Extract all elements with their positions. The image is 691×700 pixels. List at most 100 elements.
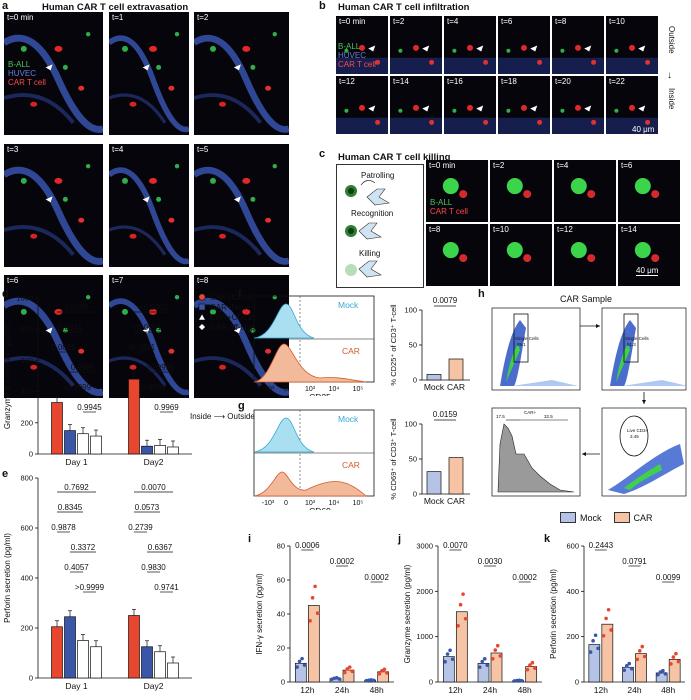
- p-value-label: 0.0002: [330, 557, 355, 566]
- data-point: [495, 643, 500, 648]
- killing-schematic: Patrolling Recognition Killing: [336, 164, 424, 288]
- x-tick-label: Day 1: [65, 457, 87, 467]
- arrowhead-icon: [368, 105, 376, 112]
- y-tick-label: 600: [566, 542, 579, 551]
- b-all-cell: [85, 294, 91, 300]
- chart-d: 0 200 400 600 800 1000 Granzyme B secretion (p…: [3, 294, 192, 467]
- car-t-cell: [523, 190, 532, 199]
- data-point: [596, 646, 600, 651]
- frame-image: [606, 104, 658, 134]
- arrowhead-icon: [368, 45, 376, 52]
- arrowhead-icon: [45, 327, 53, 334]
- y-tick-label: 600: [20, 356, 33, 365]
- scalebar: 40 μm: [636, 266, 659, 276]
- huvec-layer: [444, 57, 496, 74]
- car-t-cell: [483, 119, 489, 125]
- bar: [90, 435, 102, 455]
- bar: [442, 656, 455, 683]
- car-t-cell: [591, 59, 597, 65]
- car-t-cell: [168, 85, 175, 91]
- huvec-layer: [336, 117, 388, 134]
- legend-label: CAR+CD19⁺: [210, 292, 257, 302]
- frame-time-label: t=12: [557, 225, 573, 234]
- data-point: [461, 592, 465, 596]
- b-all-cell: [344, 48, 349, 53]
- p-value-label: 0.0070: [443, 541, 468, 550]
- car-t-cell: [651, 254, 660, 263]
- x-tick-label: 12h: [448, 685, 462, 695]
- bar: [64, 616, 76, 679]
- gate-label: Live CD3+: [627, 428, 649, 433]
- p-value-label: <0.0001: [126, 343, 156, 352]
- triangle-icon: [198, 313, 206, 321]
- data-point: [477, 665, 482, 669]
- y-tick-label: 0: [413, 376, 417, 385]
- frame-time-label: t=6: [501, 17, 513, 26]
- p-value-label: 0.0099: [656, 573, 681, 582]
- huvec-layer: [390, 57, 442, 74]
- p-value-label: <0.0001: [132, 323, 162, 332]
- frame-time-label: t=0 min: [7, 13, 34, 22]
- frame-image: [194, 31, 289, 133]
- y-tick-label: 400: [20, 574, 33, 583]
- x-tick-label: 24h: [627, 685, 641, 695]
- car-t-cell: [78, 217, 85, 223]
- x-tick-label: Day 1: [65, 681, 87, 691]
- x-tick-label: CAR: [447, 382, 465, 392]
- data-point: [624, 663, 629, 668]
- frame-image: [606, 44, 658, 74]
- panel-a-legend: B-ALL HUVEC CAR T cell: [8, 60, 46, 87]
- x-tick-label: 0: [284, 386, 288, 393]
- microscopy-frame: t=0 min: [4, 12, 103, 135]
- huvec-layer: [552, 57, 604, 74]
- frame-time-label: t=16: [447, 77, 463, 86]
- bar: [141, 445, 153, 455]
- y-tick-label: 0: [429, 678, 433, 687]
- car-t-cell: [219, 101, 226, 107]
- p-value-label: 0.9830: [141, 563, 166, 572]
- car-t-cell: [30, 364, 38, 370]
- frame-image: [442, 178, 468, 199]
- data-point: [604, 616, 608, 621]
- panel-a-direction: Inside ⟶ Outside: [190, 412, 255, 421]
- car-label: CAR: [342, 460, 360, 470]
- microscopy-frame: t=12: [336, 76, 388, 134]
- cell-population: [610, 320, 636, 386]
- frame-image: [4, 31, 103, 133]
- x-tick-label: 10⁵: [353, 386, 364, 393]
- huvec-vessel: [194, 356, 263, 387]
- y-tick-label: 400: [20, 387, 33, 396]
- arrowhead-icon: [422, 45, 430, 52]
- data-point: [445, 652, 450, 656]
- y-tick-label: 3000: [416, 542, 433, 551]
- legend-label: CAR off-chip: [210, 322, 256, 332]
- car-t-cell: [168, 217, 175, 223]
- car-t-cell: [537, 59, 543, 65]
- bar: [448, 358, 464, 381]
- t-cell-icon: [366, 188, 390, 206]
- panel-b-side-indicator: Outside ↓ Inside: [664, 26, 682, 136]
- data-point: [382, 667, 387, 672]
- car-t-cell: [242, 45, 251, 52]
- car-t-cell: [265, 348, 272, 354]
- bar: [51, 402, 63, 455]
- legend-item: CAR+CD19⁻: [198, 312, 286, 322]
- huvec-vessel: [109, 93, 167, 124]
- car-t-cell: [375, 119, 381, 125]
- y-tick-label: 1000: [416, 632, 433, 641]
- arrow-down-icon: ↓: [667, 70, 672, 81]
- car-t-cell: [359, 104, 365, 111]
- bar: [128, 378, 140, 455]
- b-all-cell: [570, 242, 587, 259]
- frame-time-label: t=8: [197, 276, 209, 285]
- cell-population-dense: [506, 344, 520, 382]
- huvec-vessel: [4, 34, 103, 133]
- x-tick-label: 48h: [370, 685, 384, 695]
- x-tick-label: 24h: [483, 685, 497, 695]
- x-tick-label: 24h: [335, 685, 349, 695]
- data-point: [671, 655, 676, 659]
- cell-population: [500, 320, 526, 386]
- y-tick-label: 0: [575, 678, 579, 687]
- t-cell-icon: [358, 222, 382, 240]
- b-all-cell: [20, 177, 27, 184]
